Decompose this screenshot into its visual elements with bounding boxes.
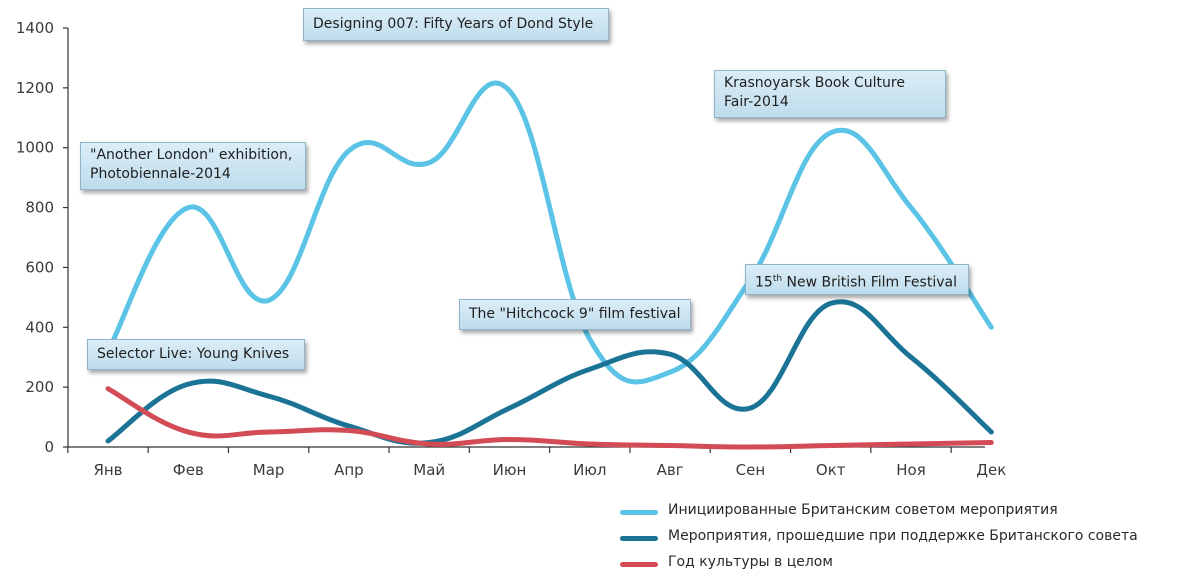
x-tick-label: Окт <box>816 461 846 479</box>
legend-swatch <box>620 536 658 541</box>
x-tick-label: Май <box>413 461 445 479</box>
x-tick-label: Сен <box>736 461 766 479</box>
x-tick-label: Июн <box>493 461 527 479</box>
y-tick-label: 1000 <box>16 139 54 157</box>
legend-label: Мероприятия, прошедшие при поддержке Бри… <box>668 528 1138 544</box>
annotation-new-british-film-festival: 15th New British Film Festival <box>745 264 969 295</box>
annotation-bond: Designing 007: Fifty Years of Dond Style <box>303 8 609 41</box>
x-tick-label: Мар <box>253 461 285 479</box>
x-axis: Янв Фев Мар Апр Май Июн Июл Авг Сен Окт Ноя Дек <box>68 447 1006 479</box>
legend-label: Инициированные Британским советом меропр… <box>668 502 1058 518</box>
annotation-krasnoyarsk: Krasnoyarsk Book Culture Fair-2014 <box>714 70 946 118</box>
y-tick-label: 1200 <box>16 79 54 97</box>
x-tick-label: Янв <box>93 461 122 479</box>
x-tick-label: Апр <box>334 461 364 479</box>
annotation-selector-live: Selector Live: Young Knives <box>87 339 305 370</box>
x-tick-label: Дек <box>976 461 1006 479</box>
y-tick-label: 600 <box>25 258 54 276</box>
legend-swatch <box>620 510 658 515</box>
series-line-3 <box>108 389 991 447</box>
y-tick-label: 800 <box>25 199 54 217</box>
y-axis: 0 200 400 600 800 1000 1200 1400 <box>16 19 68 456</box>
legend-label: Год культуры в целом <box>668 554 833 570</box>
line-chart: 0 200 400 600 800 1000 1200 1400 Янв Фев Мар Апр Ма… <box>0 0 1186 500</box>
y-tick-label: 1400 <box>16 19 54 37</box>
x-tick-label: Авг <box>657 461 684 479</box>
annotation-another-london: "Another London" exhibition, Photobienna… <box>80 142 306 190</box>
x-tick-label: Фев <box>173 461 204 479</box>
x-tick-label: Ноя <box>896 461 925 479</box>
series-line-1 <box>108 83 991 382</box>
y-tick-label: 0 <box>44 438 54 456</box>
y-tick-label: 400 <box>25 318 54 336</box>
legend-swatch <box>620 562 658 567</box>
y-tick-label: 200 <box>25 378 54 396</box>
annotation-hitchcock: The "Hitchcock 9" film festival <box>459 299 691 330</box>
x-tick-label: Июл <box>573 461 606 479</box>
